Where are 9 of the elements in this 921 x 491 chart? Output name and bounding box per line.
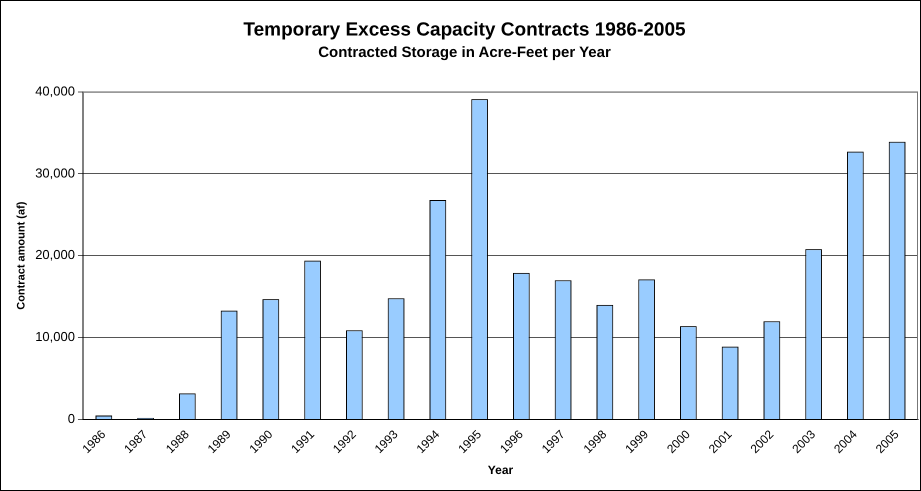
y-tick-label: 40,000 [35, 83, 75, 98]
y-tick-label: 0 [68, 411, 75, 426]
y-tick-label: 20,000 [35, 247, 75, 262]
y-tick-label: 30,000 [35, 165, 75, 180]
y-axis-title: Contract amount (af) [16, 201, 28, 310]
x-axis-title: Year [488, 463, 514, 478]
y-tick-label: 10,000 [35, 329, 75, 344]
chart-subtitle: Contracted Storage in Acre-Feet per Year [318, 44, 611, 61]
chart-title: Temporary Excess Capacity Contracts 1986-2005 [243, 20, 686, 41]
